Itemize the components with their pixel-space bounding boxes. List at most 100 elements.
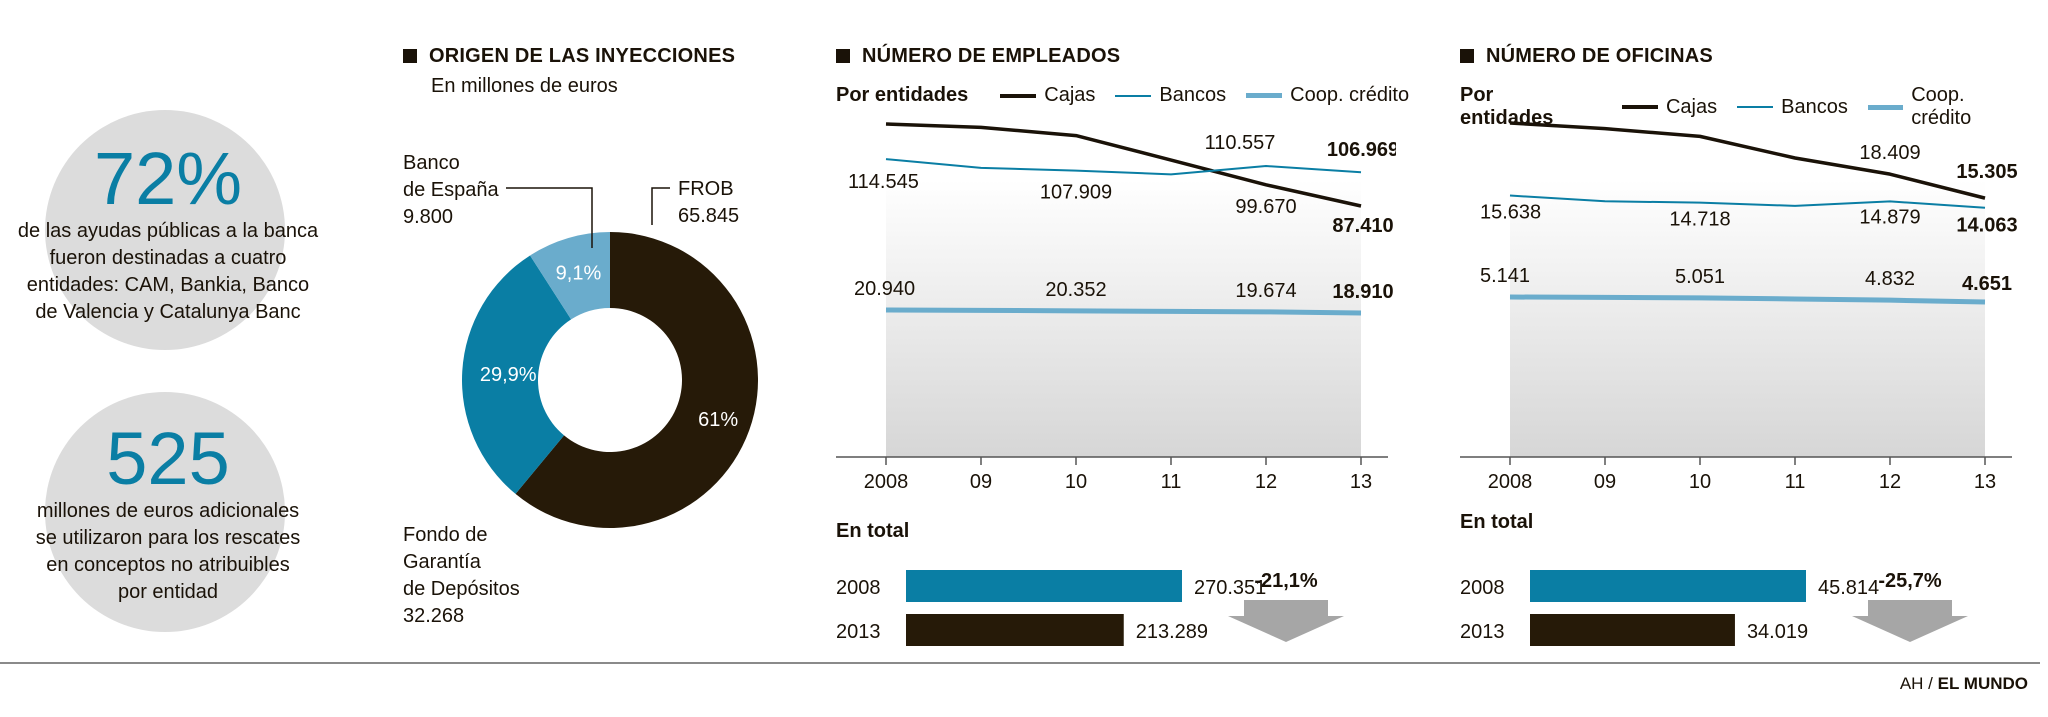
leader-frob [651, 187, 670, 225]
stat-1-line: fueron destinadas a cuatro [49, 247, 287, 269]
legend-item-bancos: Bancos [1115, 84, 1226, 107]
stat-1-line: entidades: CAM, Bankia, Banco [26, 274, 310, 296]
total-bar [1530, 614, 1735, 646]
data-label: 14.718 [1669, 209, 1730, 231]
employees-total-title: En total [836, 520, 910, 542]
label-fondo-line: Garantía [403, 551, 481, 573]
data-label: 99.670 [1235, 196, 1296, 218]
down-arrow-icon [1852, 600, 1968, 642]
legend-text: Cajas [1665, 95, 1718, 118]
data-label: 4.651 [1962, 273, 2012, 295]
legend-text: Bancos [1159, 84, 1227, 106]
stat-1-line: de Valencia y Catalunya Banc [35, 301, 301, 323]
x-tick-label: 11 [1785, 471, 1806, 493]
data-label: 20.352 [1045, 279, 1106, 301]
legend-text: Coop. crédito [1290, 84, 1410, 106]
data-label: 18.910 [1332, 281, 1393, 303]
legend-text: Coop. crédito [1911, 84, 1972, 129]
data-label: 14.879 [1859, 206, 1920, 228]
bar-category-label: 2013 [1460, 621, 1505, 643]
donut-percent-label: 61% [698, 409, 738, 431]
x-tick-label: 10 [1689, 471, 1711, 493]
donut-title: ORIGEN DE LAS INYECCIONES [403, 45, 735, 68]
plot-background [886, 180, 1361, 457]
legend-item-bancos: Bancos [1737, 96, 1848, 119]
label-frob-line: 65.845 [678, 205, 740, 227]
series-line-cajas [885, 122, 1362, 208]
label-fondo-line: 32.268 [403, 605, 465, 627]
data-label: 110.557 [1205, 132, 1276, 154]
swatch-cajas [1621, 105, 1658, 109]
bar-category-label: 2008 [836, 577, 881, 599]
data-label: 5.051 [1675, 266, 1725, 288]
label-banco-line: Banco [403, 152, 460, 174]
total-bar [906, 570, 1182, 602]
bar-value-label: 213.289 [1136, 621, 1208, 643]
down-arrow-icon [1228, 600, 1344, 642]
donut-subtitle: En millones de euros [431, 75, 618, 97]
credit-outlet: EL MUNDO [1937, 674, 2028, 693]
bar-value-label: 45.814 [1818, 577, 1879, 599]
legend-item-coop: Coop. crédito [1246, 84, 1409, 107]
x-tick-label: 2008 [864, 471, 909, 493]
data-label: 114.545 [848, 171, 919, 193]
donut-slice-fondo [462, 255, 572, 494]
data-label: 87.410 [1332, 215, 1393, 237]
legend-text: Bancos [1781, 95, 1848, 118]
data-label: 15.638 [1480, 202, 1541, 224]
change-label: -25,7% [1878, 570, 1942, 592]
stat-text-1: de las ayudas públicas a la banca fueron… [8, 218, 328, 326]
stat-value-2: 525 [106, 417, 230, 500]
data-label: 20.940 [854, 278, 915, 300]
legend-label: Por entidades [836, 84, 969, 106]
x-tick-label: 09 [1594, 471, 1616, 493]
data-label: 23.305 [1669, 120, 1730, 124]
legend-item-cajas: Cajas [1000, 84, 1095, 107]
stat-2-line: millones de euros adicionales [36, 500, 300, 522]
x-tick-label: 10 [1065, 471, 1087, 493]
total-bar [1530, 570, 1806, 602]
data-label: 15.305 [1956, 161, 2017, 183]
stat-circle-2 [45, 392, 285, 632]
label-fondo: Fondo de Garantía de Depósitos 32.268 [403, 522, 520, 630]
title-square-icon [836, 49, 850, 63]
offices-title: NÚMERO DE OFICINAS [1460, 45, 1713, 68]
x-tick-label: 12 [1879, 471, 1901, 493]
total-bar [906, 614, 1124, 646]
series-line-coop [1509, 294, 1986, 305]
label-frob-line: FROB [678, 178, 734, 200]
series-line-cajas [1509, 121, 1986, 200]
offices-total-bars: 2008 45.814 2013 34.019 -25,7% [1460, 570, 1968, 646]
donut-chart: 61% 29,9% 9,1% [462, 232, 758, 528]
label-fondo-line: Fondo de [403, 524, 488, 546]
stat-text-2: millones de euros adicionales se utiliza… [8, 498, 328, 606]
label-banco-line: 9.800 [403, 206, 454, 228]
plot-background [1510, 180, 1985, 457]
bar-value-label: 270.351 [1194, 577, 1266, 599]
data-label: 18.409 [1859, 142, 1920, 164]
swatch-cajas [1000, 93, 1037, 98]
x-tick-label: 13 [1350, 471, 1372, 493]
label-fondo-line: de Depósitos [403, 578, 520, 600]
data-label: 107.909 [1040, 182, 1112, 204]
footer-divider [0, 662, 2040, 664]
title-square-icon [1460, 49, 1474, 63]
swatch-bancos [1115, 94, 1152, 97]
swatch-coop [1867, 104, 1904, 110]
legend-text: Cajas [1044, 84, 1096, 106]
x-tick-label: 12 [1255, 471, 1277, 493]
credit-author: AH / [1899, 674, 1933, 693]
x-tick-label: 09 [970, 471, 992, 493]
label-frob: FROB 65.845 [678, 176, 739, 230]
swatch-bancos [1737, 106, 1774, 108]
offices-line-chart: 2008091011121325.03523.30518.40915.30515… [1460, 120, 2018, 493]
data-label: 14.063 [1956, 215, 2017, 237]
data-label: 128.165 [1040, 120, 1112, 123]
data-label: 5.141 [1480, 265, 1530, 287]
series-line-bancos [1509, 194, 1986, 209]
bar-category-label: 2013 [836, 621, 881, 643]
offices-title-text: NÚMERO DE OFICINAS [1486, 45, 1713, 67]
stat-2-line: se utilizaron para los rescates [35, 527, 301, 549]
data-label: 19.674 [1235, 280, 1296, 302]
stat-2-line: por entidad [117, 581, 219, 603]
